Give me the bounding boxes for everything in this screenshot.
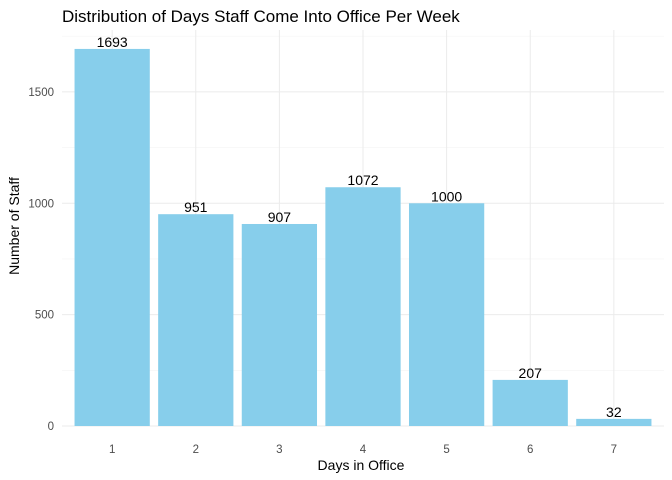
x-tick-label: 1 — [109, 444, 115, 456]
data-label-3: 907 — [268, 209, 292, 225]
x-axis-ticks: 1 2 3 4 5 6 7 — [109, 444, 617, 456]
y-tick-label: 0 — [48, 421, 54, 433]
data-label-4: 1072 — [347, 172, 378, 188]
chart-title: Distribution of Days Staff Come Into Off… — [62, 7, 460, 26]
y-axis-title: Number of Staff — [6, 177, 22, 275]
data-label-1: 1693 — [97, 34, 128, 50]
x-tick-label: 2 — [193, 444, 199, 456]
bar-3 — [241, 223, 318, 426]
data-label-6: 207 — [519, 365, 543, 381]
y-tick-label: 1000 — [28, 198, 54, 210]
bar-5 — [408, 203, 485, 426]
y-axis-ticks: 0 500 1000 1500 — [28, 87, 54, 433]
bar-2 — [158, 214, 234, 426]
bars — [74, 48, 652, 426]
bar-4 — [325, 187, 401, 426]
data-label-7: 32 — [606, 404, 622, 420]
x-tick-label: 3 — [276, 444, 282, 456]
data-label-2: 951 — [184, 199, 208, 215]
x-tick-label: 7 — [611, 444, 617, 456]
x-tick-label: 6 — [527, 444, 533, 456]
bar-7 — [576, 418, 652, 426]
bar-1 — [74, 48, 150, 426]
x-tick-label: 4 — [360, 444, 367, 456]
bar-6 — [492, 379, 568, 426]
data-labels: 1693 951 907 1072 1000 207 32 — [97, 34, 622, 420]
y-tick-label: 500 — [35, 310, 54, 322]
data-label-5: 1000 — [431, 188, 462, 204]
y-tick-label: 1500 — [28, 87, 54, 99]
x-tick-label: 5 — [443, 444, 449, 456]
x-axis-title: Days in Office — [318, 457, 405, 473]
